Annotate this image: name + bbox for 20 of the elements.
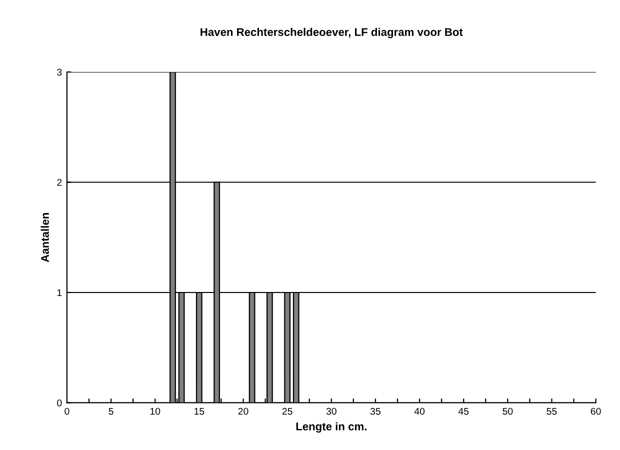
x-tick-label: 0 <box>64 408 70 415</box>
x-tick-label: 20 <box>238 408 248 415</box>
x-tick-label: 10 <box>150 408 160 415</box>
x-tick-label: 50 <box>502 408 513 415</box>
x-tick-label: 15 <box>194 408 204 415</box>
chart-title: Haven Rechterscheldeoever, LF diagram voor Bot <box>200 28 463 38</box>
x-tick-label: 5 <box>108 408 114 415</box>
x-tick-label: 55 <box>546 408 557 415</box>
y-tick-label: 3 <box>57 68 62 76</box>
x-tick-label: 25 <box>282 408 292 415</box>
x-tick-label: 35 <box>370 408 380 415</box>
y-tick-label: 2 <box>57 178 62 186</box>
x-tick-label: 60 <box>590 408 601 415</box>
x-tick-label: 45 <box>458 408 469 415</box>
y-tick-label: 1 <box>57 289 62 296</box>
x-tick-label: 40 <box>414 408 425 415</box>
y-axis-title: Aantallen <box>40 213 49 262</box>
x-tick-label: 30 <box>326 408 336 415</box>
x-axis-title: Lengte in cm. <box>296 422 366 433</box>
y-tick-label: 0 <box>57 399 62 406</box>
